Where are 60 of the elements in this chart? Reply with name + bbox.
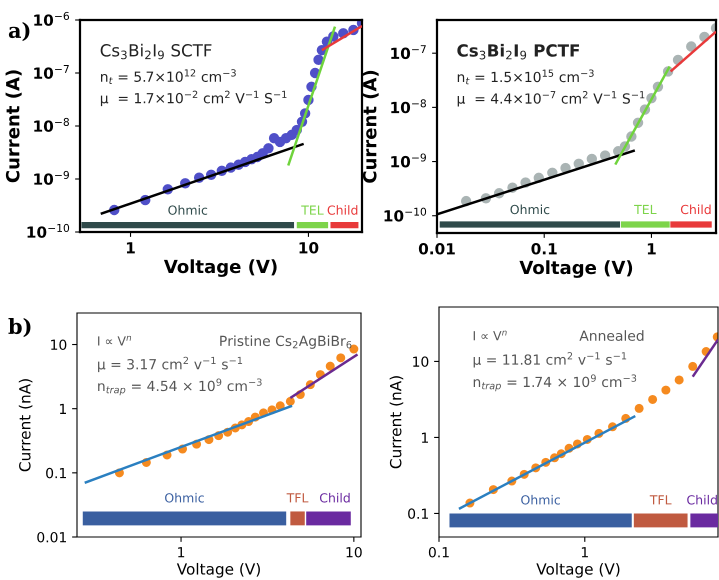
x-tick-label: 1 [126,242,135,254]
x-tick-label: 1 [648,243,656,254]
annotation: n$_{trap}$ = 4.54 × 10$^{9}$ cm$^{−3}$ [98,378,262,396]
series-label: TFL [650,495,672,504]
x-tick-label: 10 [346,546,362,558]
x-axis-title: Voltage (V) [536,562,620,578]
y-tick-label: 0.01 [37,532,66,542]
series-label: TFL [286,493,308,502]
annotation: I ∝ V$^{n}$ [474,330,507,340]
x-axis-title: Voltage (V) [164,259,277,277]
annotation: I ∝ V$^{n}$ [98,336,132,346]
series-label: Ohmic [168,205,208,215]
x-tick-label: 0.1 [428,546,449,558]
y-tick-label: 10$^{−9}$ [34,170,69,185]
annotation: Cs$_{3}$Bi$_{2}$I$_{9}$ PCTF [457,44,580,60]
series-label: Child [320,492,350,503]
y-tick-label: 10$^{−10}$ [28,224,70,238]
annotation: μ = 3.17 cm$^{2}$ v$^{−1}$ s$^{−1}$ [98,356,242,372]
y-tick-label: 10$^{−10}$ [384,208,426,222]
y-tick-label: 10$^{−9}$ [391,153,426,168]
series-label: Child [328,205,358,215]
x-tick-label: 1 [582,547,588,558]
y-tick-label: 10$^{−8}$ [34,118,69,132]
y-tick-label: 1 [60,404,66,414]
y-tick-label: 10$^{−6}$ [34,12,70,26]
y-axis-title: Current (nA) [18,379,32,472]
y-axis-title: Current (nA) [390,376,404,468]
series-label: Ohmic [521,494,560,505]
text: b) [8,318,30,338]
annotation: μ = 1.7×10$^{−2}$ cm$^{2}$ V$^{−1}$ S$^{−1}$ [100,90,286,106]
y-tick-label: 10$^{−8}$ [391,99,426,114]
y-tick-label: 10$^{−7}$ [34,65,69,79]
y-tick-label: 0.1 [46,468,66,478]
y-tick-label: 10$^{−7}$ [391,45,426,60]
x-axis-title: Voltage (V) [176,562,260,578]
series-label: Ohmic [165,492,204,503]
annotation: n$_{trap}$ = 1.74 × 10$^{9}$ cm$^{−3}$ [474,374,636,392]
y-axis-title: Current (A) [362,70,379,183]
y-tick-label: 10 [51,339,66,350]
y-tick-label: 10 [413,356,428,367]
annotation: Pristine Cs$_{2}$AgBiBr$_{6}$ [220,335,352,349]
series-label: TEL [634,204,657,214]
x-tick-label: 1 [178,547,184,558]
annotation: Cs$_{3}$Bi$_{2}$I$_{9}$ SCTF [100,44,212,60]
x-tick-label: 10 [300,242,318,254]
x-tick-label: 0.1 [531,242,557,255]
y-tick-label: 0.1 [408,508,428,519]
series-label: Child [680,204,711,214]
annotation: n$_{t}$ = 5.7×10$^{12}$ cm$^{−3}$ [101,69,236,84]
x-axis-title: Voltage (V) [519,260,632,278]
y-axis-title: Current (A) [6,70,22,182]
annotation: μ = 11.81 cm$^{2}$ v$^{−1}$ s$^{−1}$ [474,352,626,368]
series-label: TEL [301,206,324,215]
annotation: n$_{t}$ = 1.5×10$^{15}$ cm$^{−3}$ [458,69,594,84]
text: a) [8,22,30,42]
annotation: μ = 4.4×10$^{−7}$ cm$^{2}$ V$^{−1}$ S$^{−1}$ [458,91,644,106]
y-tick-label: 1 [422,432,428,443]
annotation: Annealed [579,330,644,341]
series-label: Child [687,494,717,505]
series-label: Ohmic [510,204,550,214]
